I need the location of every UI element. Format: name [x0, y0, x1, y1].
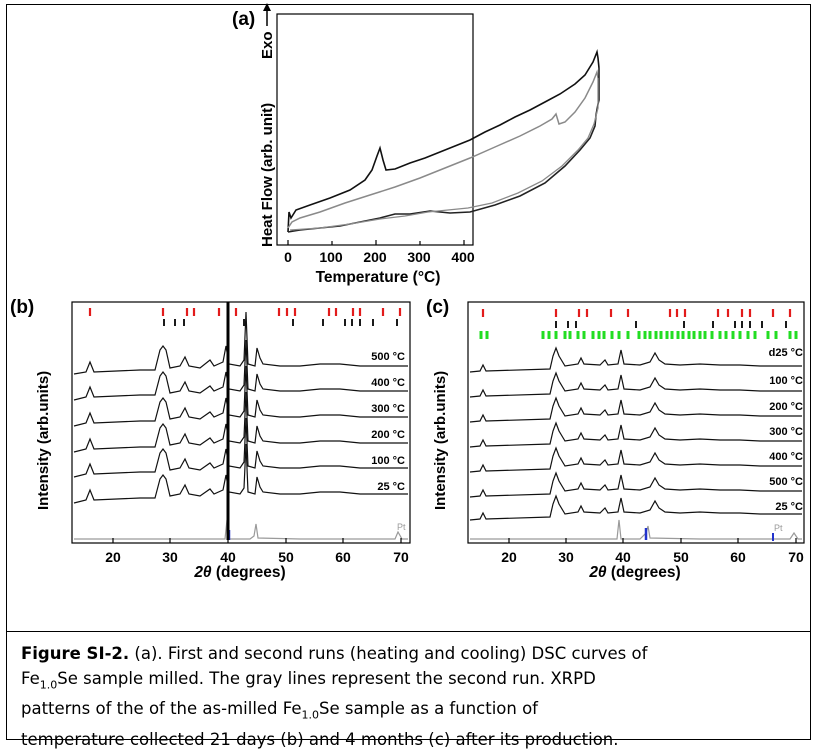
caption-title: Figure SI-2.	[21, 644, 130, 663]
caption-line-3: patterns of the of the as-milled Fe1.0Se…	[21, 697, 796, 728]
panel-c-curve-label: 200 °C	[769, 401, 803, 413]
panel-b-curve-label: 100 °C	[371, 455, 405, 467]
panel-a-axes	[276, 13, 474, 246]
panel-a-xlabel: Temperature (°C)	[316, 269, 441, 286]
panel-c-label: (c)	[426, 297, 449, 318]
panel-a-ylabel: Heat Flow (arb. unit)	[259, 103, 276, 247]
panel-a-x-tick: 0	[284, 249, 292, 265]
panel-c-curve-label: d25 °C	[769, 347, 803, 359]
dsc-cooling-second-run	[289, 78, 599, 231]
panel-c-ylabel: Intensity (arb.units)	[432, 371, 449, 510]
caption-text: Se sample milled. The gray lines represe…	[57, 668, 596, 688]
panel-c-pt-reference	[470, 519, 802, 540]
panel-b-black-ticks	[163, 319, 398, 326]
panel-b-curve-label: 200 °C	[371, 429, 405, 441]
dsc-first-run-heating	[287, 49, 600, 233]
panel-a-x-tick: 300	[407, 249, 431, 265]
panel-a-x-tick: 200	[363, 249, 387, 265]
panel-c-xrpd: (c)	[426, 297, 805, 581]
panel-c-pt-label: Pt	[774, 523, 783, 533]
panel-c-curve-label: 500 °C	[769, 476, 803, 488]
caption-text: (a). First and second runs (heating and …	[129, 644, 648, 663]
panel-c-curve-label: 100 °C	[769, 375, 803, 387]
panel-b-x-tick: 60	[335, 549, 351, 565]
figure-caption: Figure SI-2. (a). First and second runs …	[6, 631, 811, 749]
panel-c-x-tick: 70	[788, 549, 804, 565]
panel-b-x-tick: 70	[393, 549, 409, 565]
dsc-second-run-heating	[287, 69, 599, 229]
panel-c-curve-label: 400 °C	[769, 451, 803, 463]
panel-c-x-tick: 50	[673, 549, 689, 565]
caption-subscript: 1.0	[39, 677, 58, 691]
panel-c-patterns	[469, 346, 802, 521]
panel-b-curve-label: 400 °C	[371, 377, 405, 389]
panel-c-x-tick: 30	[558, 549, 574, 565]
panel-c-x-tick: 60	[730, 549, 746, 565]
panel-a-x-tick: 100	[319, 249, 343, 265]
panel-c-red-ticks	[481, 309, 792, 317]
panel-b-xrpd: (b) Pt	[10, 297, 411, 581]
caption-subscript: 1.0	[301, 708, 320, 722]
panel-b-ylabel: Intensity (arb.units)	[35, 371, 52, 510]
caption-line-1: Figure SI-2. (a). First and second runs …	[21, 642, 796, 667]
panel-c-black-ticks	[555, 321, 787, 328]
panel-b-red-ticks	[88, 308, 402, 316]
panel-c-green-ticks	[479, 331, 798, 339]
panel-c-axes	[467, 301, 805, 544]
panel-b-x-tick: 20	[105, 549, 121, 565]
panel-a-dsc: (a) 0 100 200 300 400 Temperature (°C) H…	[232, 3, 600, 286]
caption-text: Se sample as a function of	[319, 699, 538, 719]
panel-a-exo-label: Exo	[259, 31, 276, 59]
panel-b-curve-label: 25 °C	[377, 481, 405, 493]
panel-b-curve-label: 300 °C	[371, 403, 405, 415]
exo-arrow-icon	[263, 3, 271, 11]
panel-a-x-tick: 400	[451, 249, 475, 265]
panel-b-x-tick: 40	[220, 549, 236, 565]
panel-c-x-tick: 40	[615, 549, 631, 565]
panel-c-x-tick: 20	[501, 549, 517, 565]
caption-line-4: temperature collected 21 days (b) and 4 …	[21, 730, 619, 750]
panel-b-patterns	[73, 311, 408, 504]
panel-b-label: (b)	[10, 297, 34, 318]
panel-a-x-ticks	[287, 240, 465, 245]
panel-b-pt-reference	[74, 519, 408, 540]
panel-a-label: (a)	[232, 9, 255, 30]
panel-b-pt-label: Pt	[397, 522, 406, 532]
panel-b-x-tick: 30	[162, 549, 178, 565]
caption-text: patterns of the of the as-milled Fe	[21, 699, 302, 719]
panel-b-x-tick: 50	[278, 549, 294, 565]
caption-line-2: Fe1.0Se sample milled. The gray lines re…	[21, 667, 796, 698]
panel-c-curve-label: 300 °C	[769, 426, 803, 438]
figure-graphics: (a) 0 100 200 300 400 Temperature (°C) H…	[10, 3, 805, 581]
panel-b-axes	[71, 301, 411, 544]
panel-c-curve-label: 25 °C	[775, 501, 803, 513]
caption-text: Fe	[21, 668, 40, 688]
panel-b-xlabel: 2θ (degrees)	[193, 564, 285, 581]
panel-b-curve-label: 500 °C	[371, 351, 405, 363]
panel-c-xlabel: 2θ (degrees)	[588, 564, 680, 581]
